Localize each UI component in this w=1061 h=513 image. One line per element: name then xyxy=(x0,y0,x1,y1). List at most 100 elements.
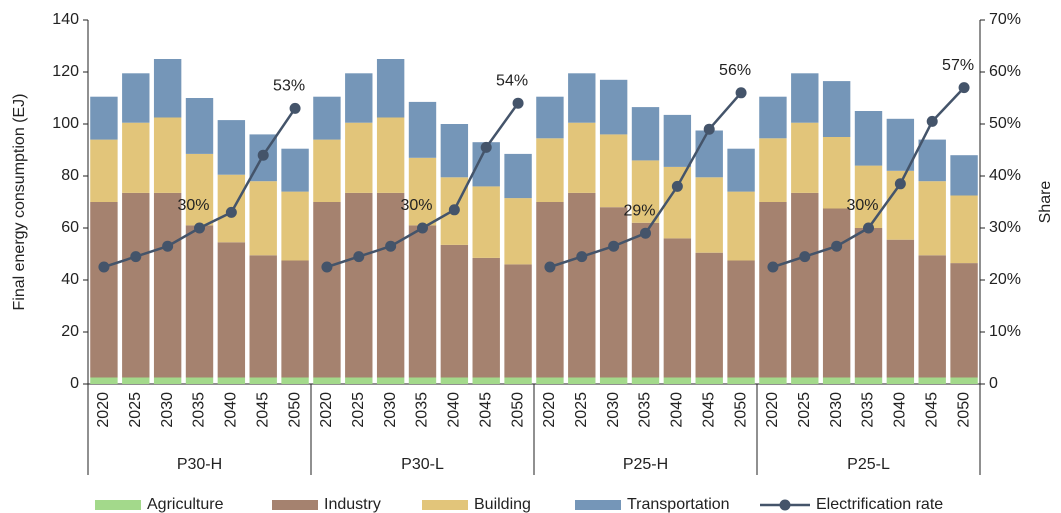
bar-segment xyxy=(472,377,500,384)
bar-segment xyxy=(281,191,309,261)
bar-segment xyxy=(631,377,660,384)
bar-segment xyxy=(153,59,182,118)
line-point xyxy=(385,240,397,252)
bar-segment xyxy=(854,165,883,228)
x-tick-label: 2045 xyxy=(254,392,271,428)
group-label: P30-H xyxy=(177,456,222,473)
bar-segment xyxy=(886,239,915,378)
x-tick-label: 2045 xyxy=(923,392,940,428)
bar-segment xyxy=(663,238,692,378)
bar-segment xyxy=(376,377,405,384)
bar-segment xyxy=(759,377,787,384)
x-tick-label: 2035 xyxy=(860,392,877,428)
bar-segment xyxy=(217,377,246,384)
bar-segment xyxy=(886,377,915,384)
bar-segment xyxy=(185,225,214,378)
bar-segment xyxy=(568,192,596,378)
legend-label: Building xyxy=(474,496,531,513)
bar-segment xyxy=(918,181,946,256)
x-tick-label: 2020 xyxy=(318,392,335,428)
bar-segment xyxy=(345,73,373,123)
line-point xyxy=(257,149,269,161)
line-point xyxy=(225,206,237,218)
bar-segment xyxy=(313,96,341,140)
x-tick-label: 2025 xyxy=(796,392,813,428)
bar-segment xyxy=(727,148,755,192)
bar-segment xyxy=(153,117,182,193)
group-label: P25-L xyxy=(847,456,890,473)
bar-segment xyxy=(663,166,692,239)
y-tick-label: 120 xyxy=(52,63,79,80)
bar-segment xyxy=(249,377,277,384)
bar-segment xyxy=(727,191,755,261)
x-tick-label: 2050 xyxy=(955,392,972,428)
bar-segment xyxy=(950,155,978,196)
line-point xyxy=(353,251,365,263)
legend-label: Electrification rate xyxy=(816,496,943,513)
y-tick-label: 60 xyxy=(61,219,79,236)
legend-label: Transportation xyxy=(627,496,730,513)
x-tick-label: 2020 xyxy=(95,392,112,428)
bar-segment xyxy=(950,195,978,264)
line-point xyxy=(640,227,651,239)
line-point xyxy=(480,141,492,153)
legend-swatch xyxy=(272,500,318,510)
bar-segment xyxy=(854,228,883,378)
bar-segment xyxy=(568,377,596,384)
bar-segment xyxy=(536,138,564,202)
y-tick-label: 100 xyxy=(52,115,79,132)
bar-segment xyxy=(822,137,851,209)
x-tick-label: 2050 xyxy=(732,392,749,428)
bar-segment xyxy=(536,377,564,384)
bar-segment xyxy=(345,377,373,384)
x-tick-label: 2050 xyxy=(286,392,303,428)
y-tick-label: 0 xyxy=(70,375,79,392)
y2-tick-label: 40% xyxy=(989,167,1021,184)
bar-segment xyxy=(122,192,150,378)
bar-segment xyxy=(90,202,118,378)
legend-swatch xyxy=(575,500,621,510)
line-point xyxy=(130,251,142,263)
bar-segment xyxy=(599,79,628,135)
x-tick-label: 2030 xyxy=(828,392,845,428)
bar-segment xyxy=(791,73,819,123)
legend-marker xyxy=(779,499,791,511)
line-point xyxy=(671,180,683,192)
bar-segment xyxy=(822,377,851,384)
bar-segment xyxy=(281,260,309,378)
bar-segment xyxy=(153,192,182,378)
y-tick-label: 40 xyxy=(61,271,79,288)
x-tick-label: 2045 xyxy=(700,392,717,428)
bar-segment xyxy=(313,202,341,378)
x-tick-label: 2040 xyxy=(669,392,686,428)
bar-segment xyxy=(695,177,723,253)
data-label: 30% xyxy=(400,197,432,214)
bar-segment xyxy=(599,377,628,384)
bar-segment xyxy=(599,134,628,208)
line-point xyxy=(544,261,556,273)
bar-segment xyxy=(122,377,150,384)
bar-segment xyxy=(631,107,660,161)
bar-segment xyxy=(122,73,150,123)
bar-segment xyxy=(791,122,819,193)
y2-tick-label: 50% xyxy=(989,115,1021,132)
bar-segment xyxy=(727,260,755,378)
y2-tick-label: 20% xyxy=(989,271,1021,288)
legend-swatch xyxy=(95,500,141,510)
y-tick-label: 20 xyxy=(61,323,79,340)
x-tick-label: 2045 xyxy=(477,392,494,428)
bar-segment xyxy=(791,377,819,384)
data-label: 54% xyxy=(496,72,528,89)
bar-segment xyxy=(599,207,628,378)
bar-segment xyxy=(759,202,787,378)
bar-segment xyxy=(90,139,118,202)
line-point xyxy=(162,240,174,252)
bar-segment xyxy=(185,153,214,226)
bar-segment xyxy=(249,255,277,378)
y2-tick-label: 30% xyxy=(989,219,1021,236)
line-point xyxy=(417,222,428,234)
data-label: 29% xyxy=(623,202,655,219)
x-tick-label: 2035 xyxy=(637,392,654,428)
y-tick-label: 80 xyxy=(61,167,79,184)
bar-segment xyxy=(313,139,341,202)
